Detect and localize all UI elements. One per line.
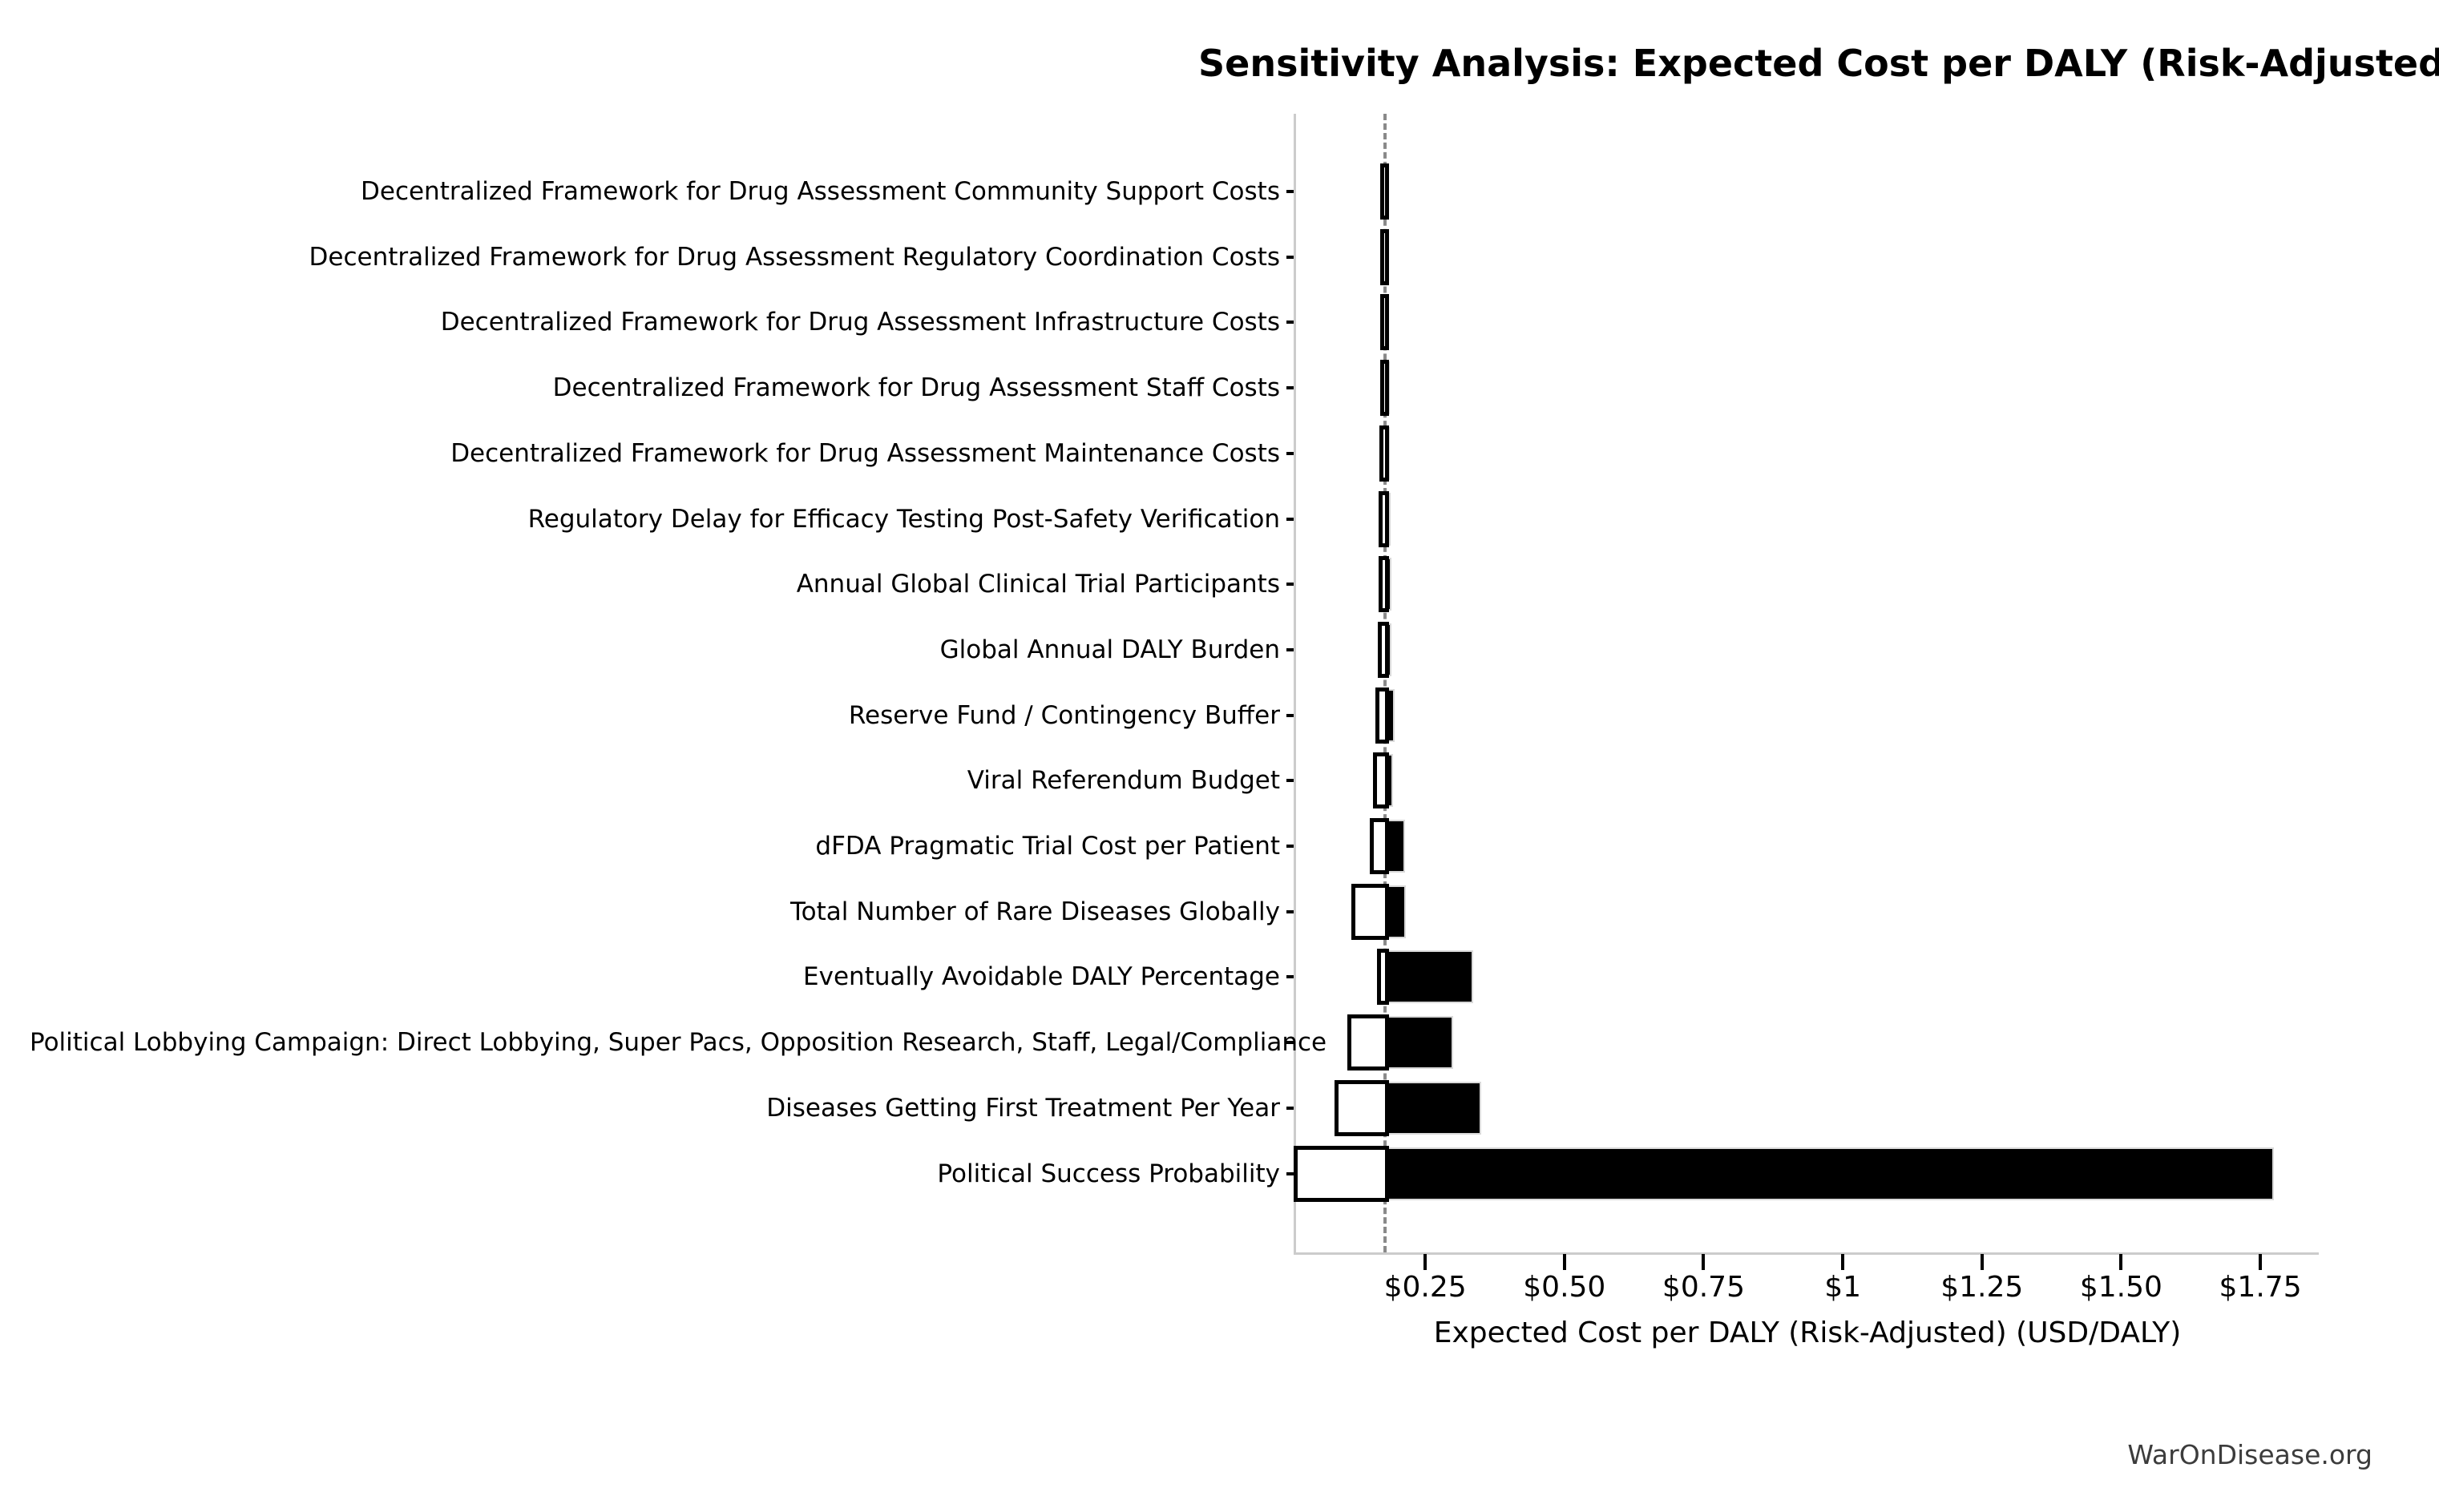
y-tick-label: Decentralized Framework for Drug Assessm… [552, 373, 1280, 403]
y-tick-label: Global Annual DALY Burden [939, 635, 1280, 664]
x-axis-label: Expected Cost per DALY (Risk-Adjusted) (… [1433, 1316, 2182, 1349]
y-tick [1286, 451, 1294, 455]
y-tick [1286, 386, 1294, 390]
low-value-bar [1379, 294, 1390, 351]
high-value-bar [1385, 1147, 2274, 1200]
y-tick [1286, 713, 1294, 717]
x-tick-label: $1.25 [1940, 1271, 2024, 1304]
low-value-bar [1376, 949, 1390, 1006]
y-tick-label: Decentralized Framework for Drug Assessm… [450, 438, 1280, 468]
x-axis-line [1294, 1252, 2319, 1255]
low-value-bar [1379, 490, 1390, 547]
x-tick-label: $0.75 [1662, 1271, 1745, 1304]
x-tick-label: $0.50 [1523, 1271, 1606, 1304]
y-tick [1286, 975, 1294, 979]
x-tick [1702, 1254, 1706, 1270]
x-tick [1562, 1254, 1566, 1270]
x-tick-label: $0.25 [1383, 1271, 1467, 1304]
y-tick [1286, 255, 1294, 259]
y-tick-label: Diseases Getting First Treatment Per Yea… [766, 1093, 1280, 1123]
low-value-bar [1294, 1145, 1390, 1202]
y-tick-label: Decentralized Framework for Drug Assessm… [440, 308, 1280, 337]
x-tick [1841, 1254, 1845, 1270]
y-tick-label: Annual Global Clinical Trial Participant… [796, 570, 1280, 599]
y-tick [1286, 321, 1294, 325]
low-value-bar [1369, 818, 1390, 874]
low-value-bar [1379, 163, 1390, 220]
low-value-bar [1347, 1014, 1390, 1071]
y-tick [1286, 845, 1294, 848]
y-tick-label: Reserve Fund / Contingency Buffer [848, 700, 1280, 730]
y-tick [1286, 1106, 1294, 1110]
low-value-bar [1378, 556, 1390, 613]
y-tick-label: dFDA Pragmatic Trial Cost per Patient [815, 832, 1280, 861]
high-value-bar [1385, 1016, 1454, 1070]
x-tick [2119, 1254, 2123, 1270]
y-tick-label: Decentralized Framework for Drug Assessm… [309, 242, 1280, 272]
y-tick [1286, 779, 1294, 783]
x-tick [1980, 1254, 1984, 1270]
y-tick-label: Eventually Avoidable DALY Percentage [803, 962, 1280, 992]
x-tick [2259, 1254, 2263, 1270]
watermark-text: WarOnDisease.org [2127, 1439, 2372, 1470]
y-tick [1286, 909, 1294, 913]
low-value-bar [1375, 687, 1390, 744]
y-tick [1286, 517, 1294, 521]
x-tick-label: $1.50 [2079, 1271, 2162, 1304]
high-value-bar [1385, 950, 1474, 1004]
y-tick [1286, 1171, 1294, 1175]
y-tick-label: Regulatory Delay for Efficacy Testing Po… [527, 504, 1280, 534]
baseline-dashed-line [1383, 114, 1387, 1252]
low-value-bar [1372, 752, 1390, 809]
y-tick-label: Political Success Probability [937, 1159, 1280, 1188]
x-tick-label: $1 [1824, 1271, 1861, 1304]
y-tick [1286, 1041, 1294, 1045]
low-value-bar [1379, 360, 1390, 417]
chart-title: Sensitivity Analysis: Expected Cost per … [1198, 42, 2439, 85]
low-value-bar [1351, 883, 1390, 940]
y-tick-label: Decentralized Framework for Drug Assessm… [361, 177, 1280, 206]
x-tick [1423, 1254, 1427, 1270]
y-axis-line [1294, 114, 1296, 1252]
x-tick-label: $1.75 [2219, 1271, 2302, 1304]
y-tick [1286, 190, 1294, 193]
y-tick-label: Viral Referendum Budget [967, 766, 1280, 796]
low-value-bar [1379, 228, 1390, 285]
high-value-bar [1385, 1081, 1481, 1135]
y-tick-label: Total Number of Rare Diseases Globally [790, 897, 1280, 926]
low-value-bar [1377, 621, 1390, 678]
low-value-bar [1379, 425, 1390, 482]
y-tick [1286, 647, 1294, 651]
y-tick-label: Political Lobbying Campaign: Direct Lobb… [30, 1028, 1327, 1058]
y-tick [1286, 583, 1294, 587]
low-value-bar [1335, 1079, 1390, 1136]
